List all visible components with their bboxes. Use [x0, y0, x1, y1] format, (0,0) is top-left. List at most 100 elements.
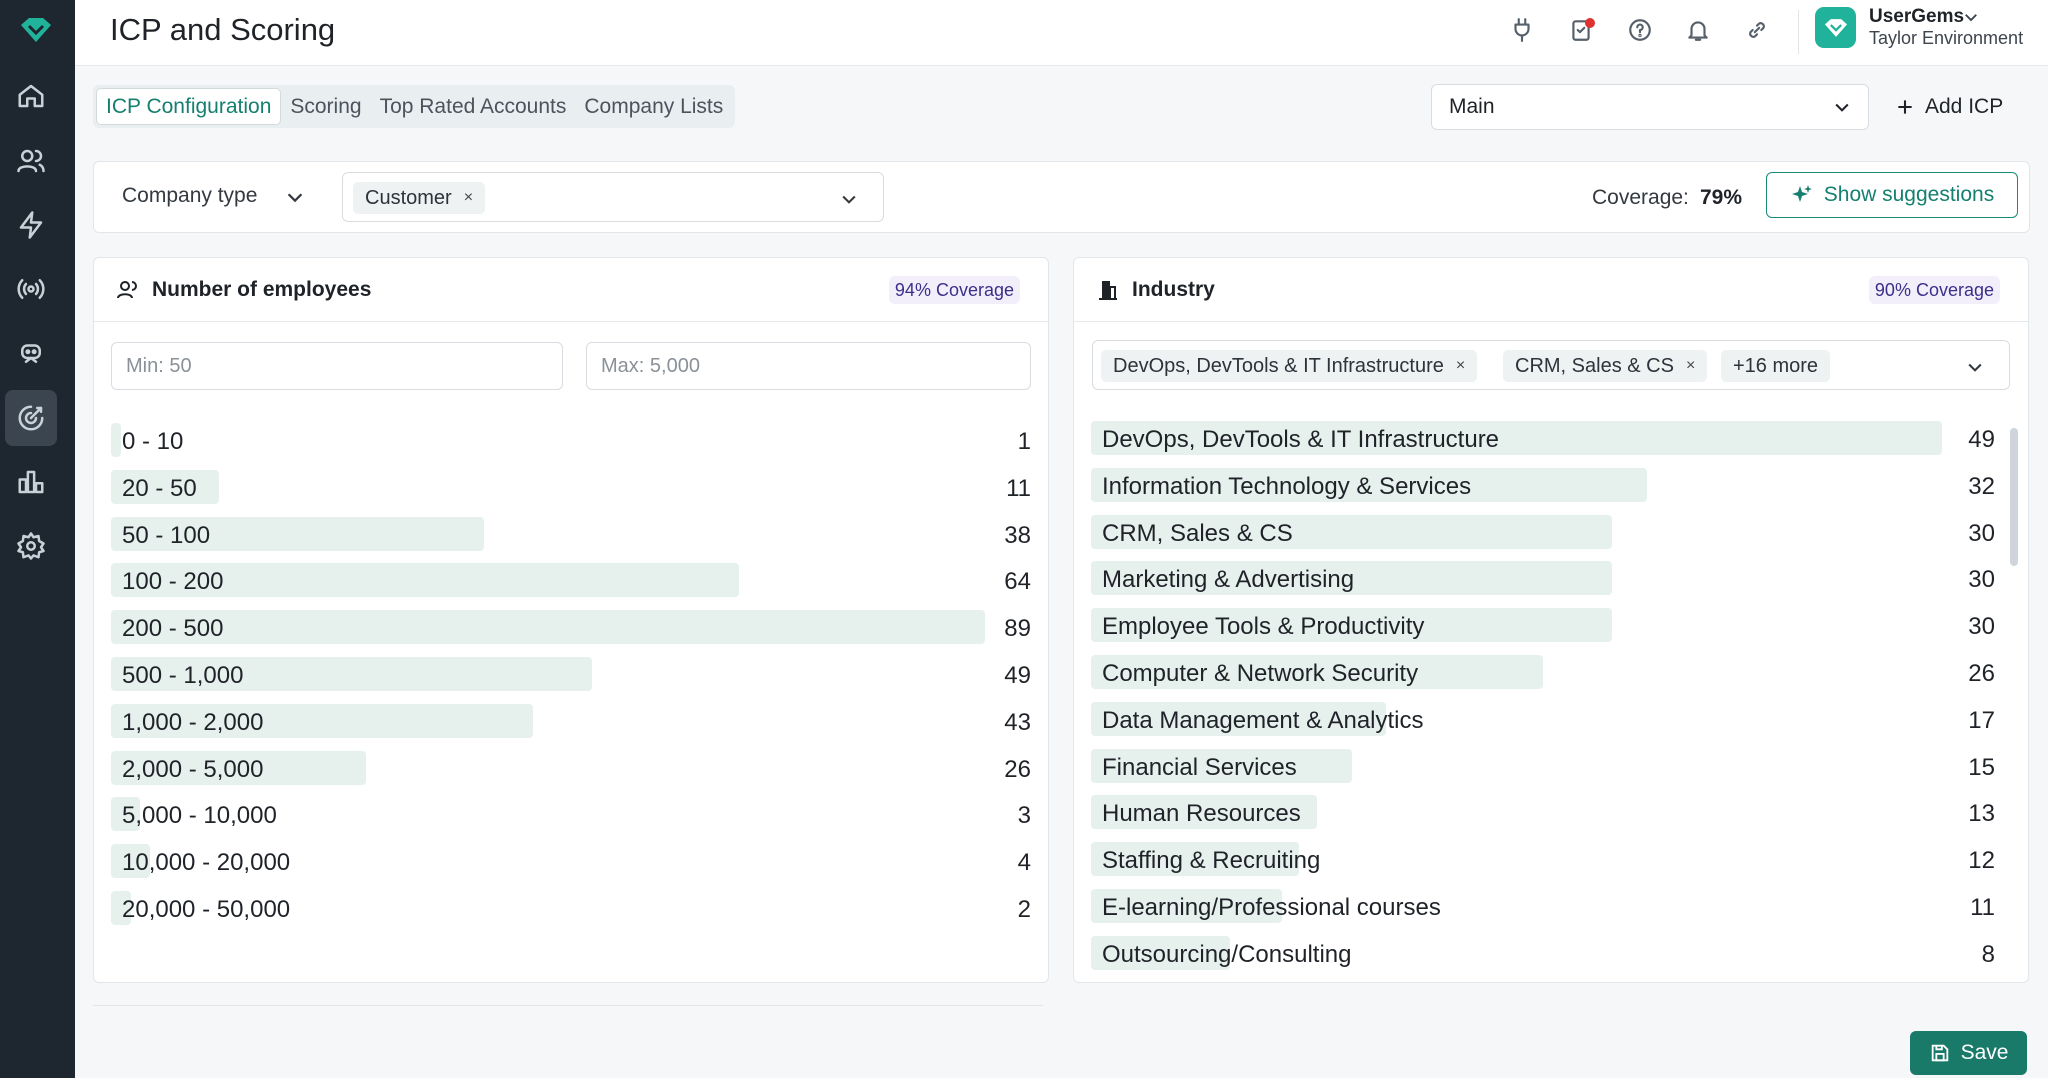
bar-count: 32: [1968, 472, 1995, 500]
bar-fill: [111, 797, 141, 832]
people-icon: [117, 281, 137, 299]
company-type-label[interactable]: Company type: [122, 184, 258, 207]
bar-row: Computer & Network Security 26: [1091, 655, 1995, 691]
gear-icon[interactable]: [5, 518, 57, 574]
bar-label: 20 - 50: [122, 474, 197, 502]
link-icon[interactable]: [1737, 10, 1777, 50]
industry-panel: Industry 90% Coverage DevOps, DevTools &…: [1073, 257, 2029, 983]
bar-fill: [111, 703, 534, 738]
show-suggestions-label: Show suggestions: [1823, 183, 1995, 206]
bar-count: 30: [1968, 613, 1995, 641]
panel-title: Industry: [1132, 278, 1215, 301]
remove-chip-icon[interactable]: ×: [463, 189, 474, 206]
bar-row: Employee Tools & Productivity 30: [1091, 608, 1995, 644]
bar-row: 100 - 200 64: [111, 563, 1031, 599]
bar-label: 2,000 - 5,000: [122, 755, 264, 783]
panel-title: Number of employees: [152, 278, 372, 301]
coverage-value: 79%: [1700, 186, 1743, 209]
task-check-icon[interactable]: [1561, 10, 1601, 50]
show-suggestions-button[interactable]: Show suggestions: [1766, 172, 2018, 218]
selected-chip: Customer ×: [353, 182, 486, 214]
bar-row: CRM, Sales & CS 30: [1091, 514, 1995, 551]
bar-count: 2: [1017, 896, 1031, 923]
bar-row: 0 - 10 1: [111, 423, 1031, 459]
scrollbar[interactable]: [2010, 428, 2018, 566]
usergems-logo-icon[interactable]: [12, 8, 60, 52]
bar-count: 64: [1004, 568, 1031, 596]
icp-select[interactable]: Main: [1431, 84, 1869, 130]
bar-label: E-learning/Professional courses: [1102, 894, 1441, 921]
bar-row: 5,000 - 10,000 3: [111, 797, 1031, 833]
bar-count: 38: [1004, 521, 1031, 549]
tab-bar: ICP Configuration Scoring Top Rated Acco…: [93, 85, 736, 128]
save-button[interactable]: Save: [1910, 1031, 2027, 1075]
selected-chip: CRM, Sales & CS ×: [1503, 350, 1708, 382]
robot-icon[interactable]: [5, 325, 57, 381]
chevron-down-icon[interactable]: [1962, 8, 1980, 26]
company-type-select[interactable]: Customer ×: [342, 172, 884, 222]
add-icp-button[interactable]: Add ICP: [1895, 88, 2003, 126]
tab-scoring[interactable]: Scoring: [290, 94, 362, 118]
bar-count: 4: [1017, 849, 1031, 877]
tab-company-lists[interactable]: Company Lists: [584, 94, 724, 118]
bar-count: 89: [1004, 615, 1031, 643]
sparkle-icon: [1791, 185, 1812, 202]
bar-label: 100 - 200: [122, 568, 224, 596]
save-icon: [1931, 1044, 1948, 1062]
remove-chip-icon[interactable]: ×: [1455, 357, 1466, 374]
bar-row: E-learning/Professional courses 11: [1091, 889, 1995, 925]
bar-fill: [1091, 842, 1300, 877]
bar-fill: [1091, 748, 1352, 783]
lightning-icon[interactable]: [5, 197, 57, 253]
plug-icon[interactable]: [1502, 10, 1542, 50]
home-icon[interactable]: [5, 68, 57, 124]
bar-label: Information Technology & Services: [1102, 472, 1472, 500]
bar-label: DevOps, DevTools & IT Infrastructure: [1102, 426, 1500, 453]
remove-chip-icon[interactable]: ×: [1685, 357, 1696, 374]
bar-row: Staffing & Recruiting 12: [1091, 842, 1995, 878]
min-employees-input[interactable]: Min: 50: [111, 342, 563, 390]
help-icon[interactable]: [1620, 10, 1660, 50]
max-employees-input[interactable]: Max: 5,000: [586, 342, 1031, 390]
bar-fill: [1091, 655, 1543, 689]
bar-count: 1: [1017, 428, 1031, 455]
bar-count: 30: [1968, 519, 1995, 547]
tab-top-rated-accounts[interactable]: Top Rated Accounts: [379, 94, 567, 118]
bar-row: 20 - 50 11: [111, 469, 1031, 506]
page-title: ICP and Scoring: [110, 12, 336, 47]
chevron-down-icon: [1968, 363, 1982, 372]
industry-select[interactable]: DevOps, DevTools & IT Infrastructure × C…: [1092, 340, 2010, 390]
chevron-down-icon: [842, 195, 856, 204]
bar-label: Staffing & Recruiting: [1102, 847, 1321, 875]
bar-row: DevOps, DevTools & IT Infrastructure 49: [1091, 421, 1995, 457]
signal-icon[interactable]: [5, 261, 57, 317]
coverage-badge: 90% Coverage: [1868, 276, 2000, 304]
bar-label: 20,000 - 50,000: [122, 896, 291, 923]
bar-label: Data Management & Analytics: [1102, 706, 1424, 734]
bar-fill: [1091, 608, 1613, 643]
bar-fill: [1091, 421, 1942, 455]
company-name[interactable]: UserGems: [1869, 6, 1965, 27]
more-chip[interactable]: +16 more: [1721, 350, 1831, 382]
bar-count: 13: [1968, 800, 1995, 828]
bar-chart-icon[interactable]: [5, 454, 57, 510]
bar-row: Data Management & Analytics 17: [1091, 701, 1995, 738]
bar-row: 2,000 - 5,000 26: [111, 750, 1031, 787]
chevron-down-icon[interactable]: [284, 186, 306, 208]
bar-row: Outsourcing/Consulting 8: [1091, 935, 1995, 972]
people-icon[interactable]: [5, 133, 57, 189]
bar-fill: [1091, 889, 1283, 923]
bar-count: 15: [1968, 753, 1995, 781]
chevron-down-icon: [1835, 103, 1849, 112]
target-icon[interactable]: [5, 390, 57, 446]
bar-label: 500 - 1,000: [122, 662, 244, 689]
company-logo-icon[interactable]: [1815, 7, 1856, 48]
bar-label: Human Resources: [1102, 800, 1301, 828]
add-icp-label: Add ICP: [1925, 95, 2004, 118]
tab-icp-configuration[interactable]: ICP Configuration: [96, 88, 282, 125]
bar-fill: [111, 423, 121, 457]
bar-fill: [1091, 935, 1230, 970]
environment-name: Taylor Environment: [1869, 28, 2024, 48]
bar-count: 11: [1006, 474, 1031, 502]
bell-icon[interactable]: [1678, 10, 1718, 50]
